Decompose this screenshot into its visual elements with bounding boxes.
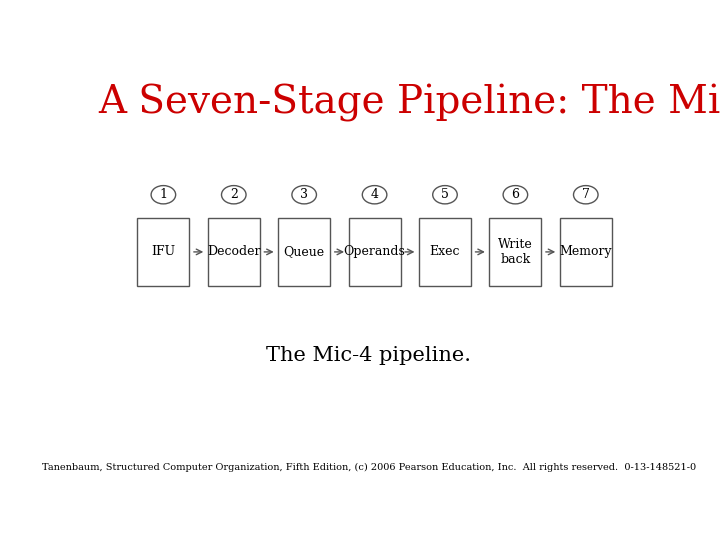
- Text: 2: 2: [230, 188, 238, 201]
- Bar: [208, 218, 260, 286]
- Bar: [348, 218, 400, 286]
- Text: 3: 3: [300, 188, 308, 201]
- Text: A Seven-Stage Pipeline: The Mic-4 (2): A Seven-Stage Pipeline: The Mic-4 (2): [99, 84, 720, 122]
- Text: 4: 4: [371, 188, 379, 201]
- Text: Queue: Queue: [284, 245, 325, 259]
- Bar: [419, 218, 471, 286]
- Bar: [138, 218, 189, 286]
- Text: 6: 6: [511, 188, 519, 201]
- Text: The Mic-4 pipeline.: The Mic-4 pipeline.: [266, 346, 472, 366]
- Text: 5: 5: [441, 188, 449, 201]
- Text: Decoder: Decoder: [207, 245, 261, 259]
- Text: Exec: Exec: [430, 245, 460, 259]
- Text: Write
back: Write back: [498, 238, 533, 266]
- Bar: [278, 218, 330, 286]
- Text: IFU: IFU: [151, 245, 176, 259]
- Bar: [560, 218, 612, 286]
- Text: Operands: Operands: [343, 245, 405, 259]
- Text: 1: 1: [159, 188, 167, 201]
- Text: 7: 7: [582, 188, 590, 201]
- Text: Memory: Memory: [559, 245, 612, 259]
- Text: Tanenbaum, Structured Computer Organization, Fifth Edition, (c) 2006 Pearson Edu: Tanenbaum, Structured Computer Organizat…: [42, 463, 696, 472]
- Bar: [490, 218, 541, 286]
